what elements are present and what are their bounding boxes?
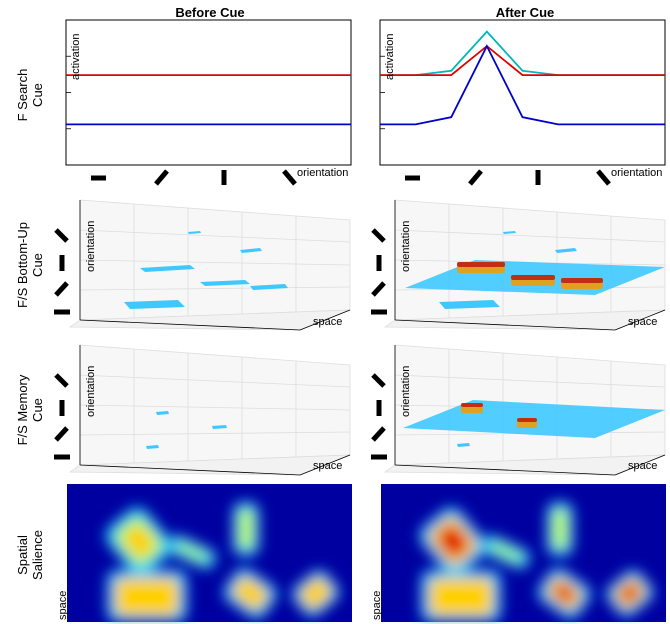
diagonal-rising-bar-icon bbox=[468, 169, 483, 186]
search-cue-chart-before bbox=[65, 19, 352, 166]
bottomup-side-glyphs bbox=[54, 228, 70, 315]
diagonal-falling-bar-icon bbox=[54, 373, 69, 388]
row-label-memory: F/S Memory Cue bbox=[15, 374, 45, 446]
space-axis-label-3d-bu-after: space bbox=[628, 316, 658, 328]
bottomup-side-glyphs-after bbox=[371, 228, 387, 315]
orientation-axis-label-3d-mem-after: orientation bbox=[400, 365, 412, 417]
orientation-axis-label-before: orientation bbox=[297, 167, 349, 179]
diagonal-rising-bar-icon bbox=[371, 426, 386, 442]
diagonal-falling-bar-icon bbox=[54, 228, 69, 243]
diagonal-falling-bar-icon bbox=[371, 373, 386, 388]
column-title-after: After Cue bbox=[495, 5, 555, 20]
bottomup-3d-plot-before bbox=[68, 199, 351, 331]
space-axis-label-3d-mem-after: space bbox=[628, 460, 658, 472]
series-line-cyan bbox=[380, 30, 665, 76]
diagonal-rising-bar-icon bbox=[54, 281, 69, 297]
diagonal-falling-bar-icon bbox=[371, 228, 386, 243]
diagonal-rising-bar-icon bbox=[371, 281, 386, 297]
diagonal-falling-bar-icon bbox=[596, 169, 611, 186]
memory-side-glyphs-after bbox=[371, 373, 387, 460]
memory-3d-plot-after bbox=[383, 344, 666, 476]
orientation-glyphs-before bbox=[91, 169, 297, 186]
diagonal-rising-bar-icon bbox=[54, 426, 69, 442]
memory-side-glyphs bbox=[54, 373, 70, 460]
series-line-red bbox=[380, 44, 665, 76]
orientation-axis-label-3d-bu-after: orientation bbox=[400, 220, 412, 272]
orientation-axis-label-3d-bu-before: orientation bbox=[85, 220, 97, 272]
space-axis-label-heatmap-before: space bbox=[57, 590, 69, 620]
memory-3d-plot-before bbox=[68, 344, 351, 476]
diagonal-rising-bar-icon bbox=[154, 169, 169, 186]
orientation-glyphs-after bbox=[405, 169, 611, 186]
salience-heatmap-after bbox=[381, 484, 666, 622]
column-title-before: Before Cue bbox=[175, 5, 245, 20]
activation-axis-label-before: activation bbox=[70, 33, 82, 80]
row-label-salience: Spatial Salience bbox=[15, 530, 45, 580]
search-cue-chart-after bbox=[379, 19, 666, 166]
orientation-axis-label-3d-mem-before: orientation bbox=[85, 365, 97, 417]
row-label-bottomup: F/S Bottom-Up Cue bbox=[15, 222, 45, 308]
activation-axis-label-after: activation bbox=[384, 33, 396, 80]
space-axis-label-heatmap-after: space bbox=[371, 590, 383, 620]
space-axis-label-3d-mem-before: space bbox=[313, 460, 343, 472]
orientation-axis-label-after: orientation bbox=[611, 167, 663, 179]
bottomup-3d-plot-after bbox=[383, 199, 666, 331]
space-axis-label-3d-bu-before: space bbox=[313, 316, 343, 328]
diagonal-falling-bar-icon bbox=[282, 169, 297, 186]
row-label-search: F Search Cue bbox=[15, 68, 45, 122]
series-line-blue bbox=[380, 44, 665, 126]
salience-heatmap-before bbox=[67, 484, 352, 622]
